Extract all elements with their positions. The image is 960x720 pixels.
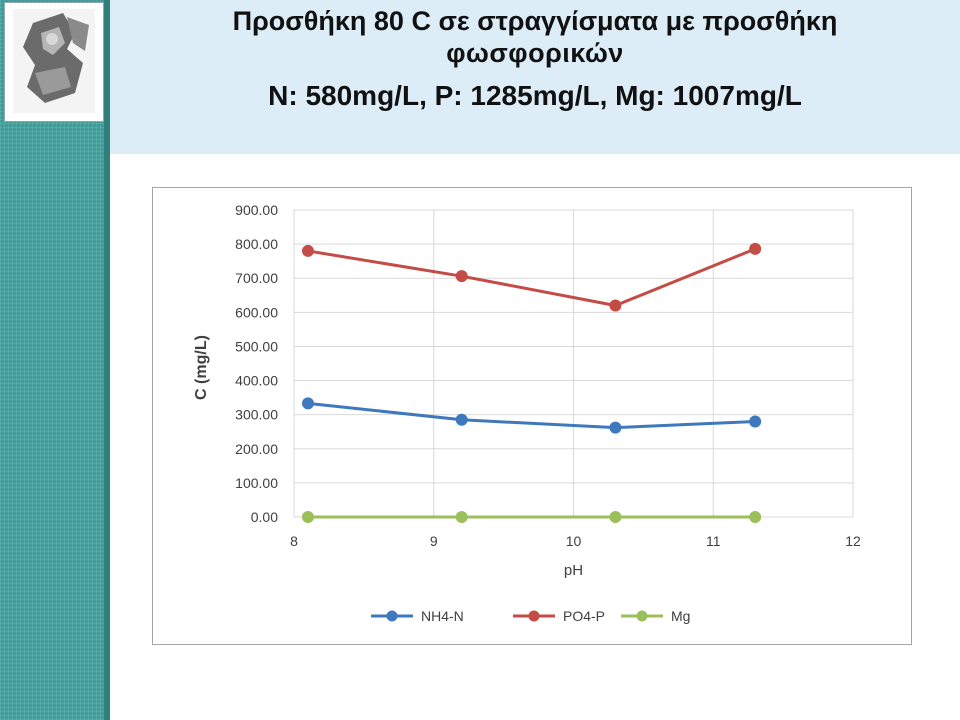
- data-point: [609, 511, 622, 523]
- data-point: [609, 299, 622, 312]
- data-point: [749, 242, 762, 255]
- data-point: [301, 397, 314, 410]
- university-emblem-icon: [13, 9, 95, 113]
- x-tick-label: 12: [845, 533, 861, 549]
- legend-marker: [636, 610, 648, 622]
- university-logo: [4, 2, 104, 122]
- legend-label: PO4-P: [563, 608, 605, 624]
- data-point: [749, 511, 762, 523]
- data-point: [455, 413, 468, 426]
- slide-title: Προσθήκη 80 C σε στραγγίσματα με προσθήκ…: [110, 6, 960, 114]
- title-line-1: Προσθήκη 80 C σε στραγγίσματα με προσθήκ…: [232, 6, 838, 36]
- side-band-edge: [104, 0, 110, 720]
- data-point: [749, 415, 762, 428]
- y-tick-label: 200.00: [235, 441, 278, 457]
- data-point: [301, 511, 314, 523]
- legend-marker: [386, 610, 398, 622]
- data-point: [455, 270, 468, 283]
- y-tick-label: 900.00: [235, 202, 278, 218]
- y-tick-label: 700.00: [235, 270, 278, 286]
- title-background: [110, 0, 960, 154]
- x-axis-title: pH: [564, 562, 583, 579]
- x-tick-label: 9: [430, 533, 438, 549]
- legend-label: NH4-N: [421, 608, 464, 624]
- data-point: [301, 244, 314, 257]
- chart-container: 0.00 100.00 200.00 300.00 400.00 500.00 600.00…: [152, 187, 912, 645]
- y-tick-label: 0.00: [251, 509, 278, 525]
- line-chart: 0.00 100.00 200.00 300.00 400.00 500.00 600.00…: [193, 202, 861, 624]
- data-point: [609, 421, 622, 434]
- data-point: [455, 511, 468, 523]
- series-line: [307, 401, 756, 430]
- slide-subtitle: N: 580mg/L, P: 1285mg/L, Mg: 1007mg/L: [268, 80, 802, 111]
- x-tick-label: 11: [706, 533, 721, 549]
- series-line: [307, 247, 756, 308]
- y-tick-label: 800.00: [235, 236, 278, 252]
- y-tick-label: 400.00: [235, 373, 278, 389]
- title-line-2: φωσφορικών: [446, 38, 624, 68]
- y-axis-title: C (mg/L): [193, 335, 210, 400]
- legend-marker: [528, 610, 540, 622]
- x-tick-label: 10: [566, 533, 582, 549]
- y-tick-label: 100.00: [235, 475, 278, 491]
- legend-label: Mg: [671, 608, 690, 624]
- x-tick-label: 8: [290, 533, 298, 549]
- y-tick-label: 500.00: [235, 338, 278, 354]
- y-tick-label: 300.00: [235, 407, 278, 423]
- y-tick-label: 600.00: [235, 304, 278, 320]
